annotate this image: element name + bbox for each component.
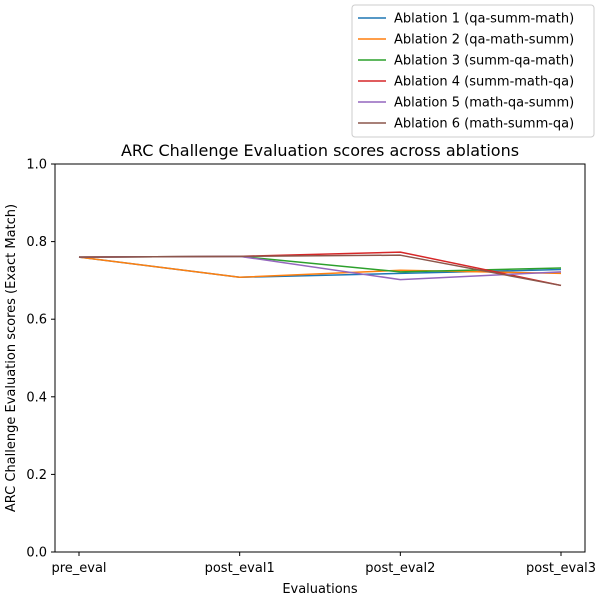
legend-label: Ablation 2 (qa-math-summ) <box>394 33 574 48</box>
plot-area-frame <box>54 163 586 553</box>
series-line-2 <box>78 256 562 279</box>
y-tick-label: 0.8 <box>26 235 47 250</box>
series-line-6 <box>78 254 562 287</box>
y-axis-title: ARC Challenge Evaluation scores (Exact M… <box>4 204 19 512</box>
axes-layer: pre_eval post_eval1 post_eval2 post_eval3 0.… <box>26 158 596 577</box>
x-tick-label: pre_eval <box>51 561 106 576</box>
y-tick-label: 1.0 <box>26 158 47 173</box>
series-line-5 <box>78 255 562 281</box>
y-tick-label: 0.2 <box>26 468 47 483</box>
x-tick-label: post_eval1 <box>205 561 275 576</box>
legend: Ablation 1 (qa-summ-math) Ablation 2 (qa-… <box>351 4 595 138</box>
y-tick-label: 0.4 <box>26 390 47 405</box>
legend-label: Ablation 5 (math-qa-summ) <box>394 96 574 111</box>
y-tick-label: 0.0 <box>26 546 47 561</box>
legend-label: Ablation 4 (summ-math-qa) <box>394 75 574 90</box>
legend-label: Ablation 6 (math-summ-qa) <box>394 117 574 132</box>
x-tick-label: post_eval3 <box>526 561 596 576</box>
chart-title: ARC Challenge Evaluation scores across a… <box>121 141 519 160</box>
series-layer <box>78 251 562 287</box>
series-line-3 <box>78 255 562 273</box>
y-tick-label: 0.6 <box>26 313 47 328</box>
x-axis-title: Evaluations <box>282 582 358 597</box>
legend-label: Ablation 1 (qa-summ-math) <box>394 12 574 27</box>
legend-label: Ablation 3 (summ-qa-math) <box>394 54 574 69</box>
x-tick-label: post_eval2 <box>365 561 435 576</box>
legend-box <box>351 4 595 138</box>
